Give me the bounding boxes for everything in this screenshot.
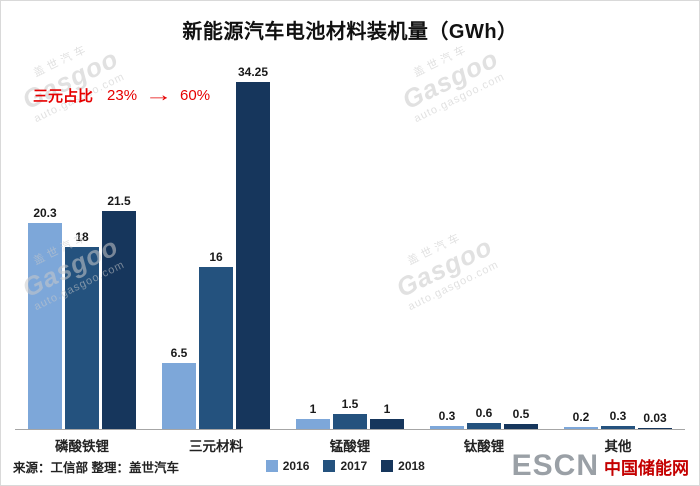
bar-value-label: 0.03	[643, 411, 667, 425]
bar-group-钛酸锂: 0.3 0.6 0.5	[417, 81, 551, 429]
bar-value-label: 34.25	[237, 65, 269, 79]
legend-swatch	[265, 460, 278, 472]
bar-group-三元材料: 6.5 16 34.25	[149, 65, 283, 429]
annotation-to-value: 60%	[180, 87, 211, 104]
legend-swatch	[323, 460, 336, 472]
bar-2016-锰酸锂: 1	[296, 402, 330, 429]
chart-title: 新能源汽车电池材料装机量（GWh）	[182, 21, 518, 43]
legend-item-2018: 2018	[381, 459, 425, 473]
bar-group-磷酸铁锂: 20.3 18 21.5	[15, 81, 149, 429]
legend-label: 2017	[340, 459, 368, 473]
bar-2017-磷酸铁锂: 18	[65, 230, 99, 429]
plot-area: 20.3 18 21.5 6.5 16 34.25 1 1.5 1 0.3 0.6 0.5 0.2 0.3…	[15, 65, 685, 430]
bar-2017-其他: 0.3	[601, 409, 635, 429]
footer: 来源：工信部 整理：盖世汽车 2016 2017 2018 ESCN 中国储能网	[13, 451, 689, 481]
bar-2018-钛酸锂: 0.5	[504, 407, 538, 429]
bar-value-label: 1	[309, 402, 317, 416]
legend-item-2017: 2017	[323, 459, 367, 473]
bar-value-label: 21.5	[107, 194, 131, 208]
source-note: 来源：工信部 整理：盖世汽车	[13, 460, 179, 475]
bar-group-锰酸锂: 1 1.5 1	[283, 81, 417, 429]
category-label-4: 钛酸锂	[463, 439, 505, 454]
category-label-1: 磷酸铁锂	[55, 439, 109, 454]
bar-value-label: 1	[383, 402, 391, 416]
category-label-5: 其他	[604, 439, 632, 454]
bar-value-label: 18	[75, 230, 89, 244]
bar-2018-三元材料: 34.25	[236, 65, 270, 429]
bar-2016-三元材料: 6.5	[162, 346, 196, 429]
bar-value-label: 0.6	[475, 406, 493, 420]
bar-group-其他: 0.2 0.3 0.03	[551, 81, 685, 429]
arrow-right-icon: →	[144, 84, 173, 106]
bar-value-label: 0.5	[512, 407, 530, 421]
bar-value-label: 1.5	[341, 397, 359, 411]
bar-2018-磷酸铁锂: 21.5	[102, 194, 136, 429]
escn-logo-text: ESCN	[511, 449, 599, 482]
bar-value-label: 16	[209, 250, 223, 264]
legend-label: 2018	[398, 459, 425, 473]
annotation-from-value: 23%	[107, 87, 138, 104]
bar-value-label: 0.2	[572, 410, 590, 424]
legend-swatch	[381, 460, 394, 472]
escn-site-name: 中国储能网	[604, 458, 689, 478]
bar-value-label: 6.5	[170, 346, 188, 360]
bar-2016-钛酸锂: 0.3	[430, 409, 464, 429]
category-label-2: 三元材料	[189, 439, 243, 454]
bar-2016-其他: 0.2	[564, 410, 598, 429]
ternary-share-annotation: 三元占比 23% → 60%	[33, 85, 222, 106]
category-axis: 磷酸铁锂 三元材料 锰酸锂 钛酸锂 其他	[15, 435, 685, 455]
bar-2017-锰酸锂: 1.5	[333, 397, 367, 429]
bar-2018-锰酸锂: 1	[370, 402, 404, 429]
legend-label: 2016	[282, 459, 310, 473]
escn-logo: ESCN 中国储能网	[511, 449, 689, 482]
legend-item-2016: 2016	[265, 459, 310, 473]
legend: 2016 2017 2018	[179, 459, 512, 473]
category-label-3: 锰酸锂	[329, 439, 371, 454]
bar-2016-磷酸铁锂: 20.3	[28, 206, 62, 429]
bar-value-label: 0.3	[609, 409, 627, 423]
bar-value-label: 20.3	[33, 206, 57, 220]
bar-value-label: 0.3	[438, 409, 456, 423]
bar-2017-三元材料: 16	[199, 250, 233, 429]
annotation-label: 三元占比	[33, 88, 94, 105]
bar-2017-钛酸锂: 0.6	[467, 406, 501, 429]
bar-2018-其他: 0.03	[638, 411, 672, 429]
